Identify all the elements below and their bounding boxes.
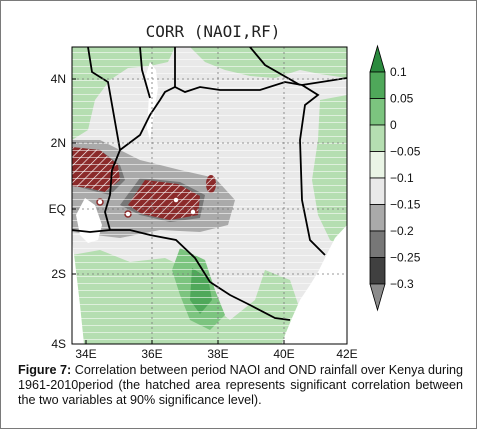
lon-label-42e: 42E bbox=[336, 347, 357, 360]
colorbar-tick-label: −0.25 bbox=[390, 251, 421, 265]
colorbar-tick-label: −0.15 bbox=[390, 198, 421, 212]
plot-title: CORR (NAOI,RF) bbox=[146, 22, 281, 41]
lat-label-eq: EQ bbox=[49, 202, 66, 216]
colorbar-tick-label: −0.3 bbox=[390, 277, 414, 291]
colorbar-tick-label: 0.05 bbox=[390, 92, 414, 106]
figure-caption: Figure 7: Correlation between period NAO… bbox=[18, 363, 463, 407]
colorbar-box bbox=[369, 257, 386, 285]
colorbar-tick-label: 0.1 bbox=[390, 65, 407, 79]
lake-tanganyika bbox=[72, 240, 84, 344]
colorbar-box bbox=[369, 151, 386, 179]
colorbar-tick-label: −0.05 bbox=[390, 145, 421, 159]
lat-label-4s: 4S bbox=[51, 337, 66, 351]
country-borders bbox=[72, 47, 347, 321]
caption-label: Figure 7: bbox=[18, 363, 72, 377]
colorbar-bottom-arrow bbox=[369, 283, 386, 312]
lake-turkana bbox=[146, 62, 158, 140]
colorbar-box bbox=[369, 230, 386, 258]
colorbar-box bbox=[369, 71, 386, 99]
colorbar-tick-label: −0.2 bbox=[390, 224, 414, 238]
plot-frame bbox=[71, 46, 348, 345]
colorbar-box bbox=[369, 204, 386, 232]
caption-text: Correlation between period NAOI and OND … bbox=[18, 363, 463, 407]
map-plot-area bbox=[72, 47, 347, 344]
lon-label-40e: 40E bbox=[273, 347, 294, 360]
colorbar-box bbox=[369, 98, 386, 126]
indian-ocean bbox=[282, 225, 347, 344]
lon-label-34e: 34E bbox=[75, 347, 96, 360]
colorbar-box bbox=[369, 124, 386, 152]
colorbar-tick-label: 0 bbox=[390, 118, 397, 132]
colorbar: 0.1 0.05 0 −0.05 −0.1 −0.15 −0.2 −0.25 −0.3 bbox=[369, 44, 421, 312]
lat-label-2n: 2N bbox=[51, 136, 66, 150]
colorbar-box bbox=[369, 177, 386, 205]
lon-label-38e: 38E bbox=[207, 347, 228, 360]
colorbar-top-arrow bbox=[369, 44, 386, 73]
graticule bbox=[72, 47, 347, 344]
lat-label-2s: 2S bbox=[51, 267, 66, 281]
colorbar-tick-label: −0.1 bbox=[390, 171, 414, 185]
correlation-map: CORR (NAOI,RF) bbox=[49, 22, 421, 360]
lat-label-4n: 4N bbox=[51, 72, 66, 86]
lon-label-36e: 36E bbox=[141, 347, 162, 360]
axis-ticks bbox=[72, 78, 348, 344]
